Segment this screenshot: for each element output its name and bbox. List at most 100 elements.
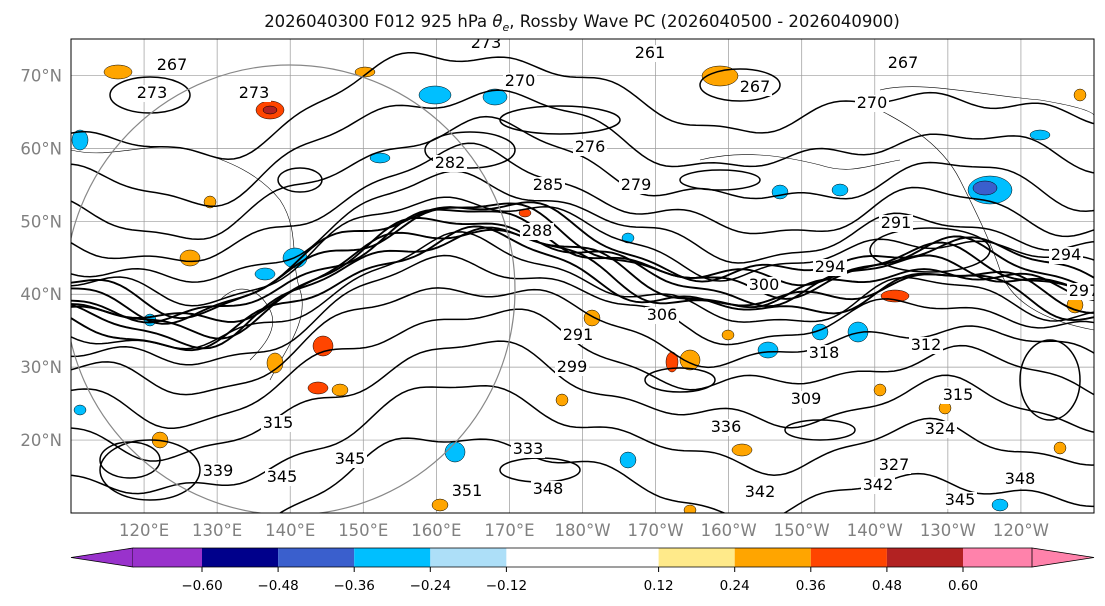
contour-label: 297 [1069,281,1100,300]
contour-label: 270 [505,71,536,90]
contour-label: 276 [575,137,606,156]
contour-label: 273 [137,83,168,102]
pc-anomaly-patch [873,383,887,397]
latitude-label: 20°N [20,431,62,450]
projection-circle [71,64,516,513]
pc-anomaly-patch [482,88,508,106]
colorbar-segment [133,548,202,567]
pc-anomaly-patch [179,249,201,267]
theta-e-closed-contour [277,167,323,193]
contour-label-bg [503,73,537,90]
theta-e-contour [71,217,1094,323]
colorbar-segment [810,548,887,567]
longitude-label: 120°W [993,521,1049,540]
coastline-segment [859,99,1094,331]
pc-anomaly-patch [354,66,376,78]
pc-anomaly-patch [701,65,739,87]
contour-label-bg [709,419,743,436]
latitude-label: 60°N [20,139,62,158]
latitude-label: 40°N [20,285,62,304]
theta-e-contour [71,170,1094,283]
colorbar-tick-label: 0.24 [720,578,750,594]
theta-e-contour [71,142,1094,263]
contour-label: 300 [749,275,780,294]
pc-anomaly-patch [254,267,276,281]
pc-anomaly-patch [444,441,466,463]
contour-label-bg [747,277,781,294]
pc-anomaly-patch [831,183,849,197]
theta-e-contour [71,287,1094,396]
colorbar-tick-label: 0.48 [872,578,902,594]
contour-label-bg [450,483,484,500]
contour-label-bg [633,45,667,62]
contour-label: 285 [533,175,564,194]
colorbar-tick-label: −0.60 [181,578,222,594]
theta-e-closed-contour [99,439,201,501]
contour-label: 279 [621,175,652,194]
contour-label: 270 [857,93,888,112]
contour-label-bg [909,337,943,354]
contour-label-bg [573,139,607,156]
longitude-label: 120°E [119,521,169,540]
contour-label: 291 [563,325,594,344]
theta-e-closed-contour [784,419,856,441]
contour-label: 348 [1005,469,1036,488]
colorbar-segment [278,548,355,567]
theta-e-contour [71,231,1094,350]
colorbar-outline [133,547,1032,568]
contour-label-bg [619,177,653,194]
theta-e-closed-contour [869,227,991,273]
theta-e-contour [71,51,1094,160]
longitude-label: 130°W [920,521,976,540]
contour-label: 315 [943,385,974,404]
colorbar-segment [430,548,507,567]
theta-e-closed-contour [424,131,516,169]
pc-anomaly-patch [103,64,133,80]
pc-anomaly-patch [991,498,1009,512]
contour-label-bg [135,85,169,102]
contour-label-bg [861,477,895,494]
contour-label: 267 [740,77,771,96]
theta-e-closed-contour [109,76,191,114]
longitude-label: 140°E [265,521,315,540]
contour-label: 267 [888,53,919,72]
colorbar-tick-label: 0.60 [948,578,978,594]
contour-label-bg [520,223,554,240]
contour-label-bg [201,463,235,480]
theta-e-closed-contour [1019,339,1081,421]
contour-label-bg [855,95,889,112]
pc-anomaly-patch [683,504,697,513]
contour-label-bg [941,387,975,404]
contour-label-bg [511,441,545,458]
theta-e-contour [71,308,1094,430]
contour-label: 324 [925,419,956,438]
longitude-label: 170°E [484,521,534,540]
contour-label-bg [261,415,295,432]
pc-anomaly-patch [972,180,998,196]
pc-anomaly-patch [307,381,329,395]
pc-anomaly-patch [369,152,391,164]
colorbar-tick-label: −0.24 [410,578,451,594]
contour-label: 351 [452,481,483,500]
longitude-label: 130°E [192,521,242,540]
contour-label-bg [237,85,271,102]
contour-label-bg [886,55,920,72]
colorbar-tick-label: −0.48 [257,578,298,594]
contour-label-bg [155,57,189,74]
pc-anomaly-patch [721,329,735,341]
pc-anomaly-patch [621,232,635,244]
pc-anomaly-patch [431,498,449,512]
contour-label: 273 [239,83,270,102]
theta-e-closed-contour [99,441,161,479]
colorbar-segment [886,548,963,567]
contour-label: 345 [335,449,366,468]
contour-label: 345 [945,490,976,509]
longitude-label: 150°E [338,521,388,540]
colorbar-tick-label: 0.12 [644,578,674,594]
contour-label: 309 [791,389,822,408]
theta-e-contour [71,385,1094,495]
colorbar-min-extension [70,547,134,568]
contour-label: 339 [203,461,234,480]
